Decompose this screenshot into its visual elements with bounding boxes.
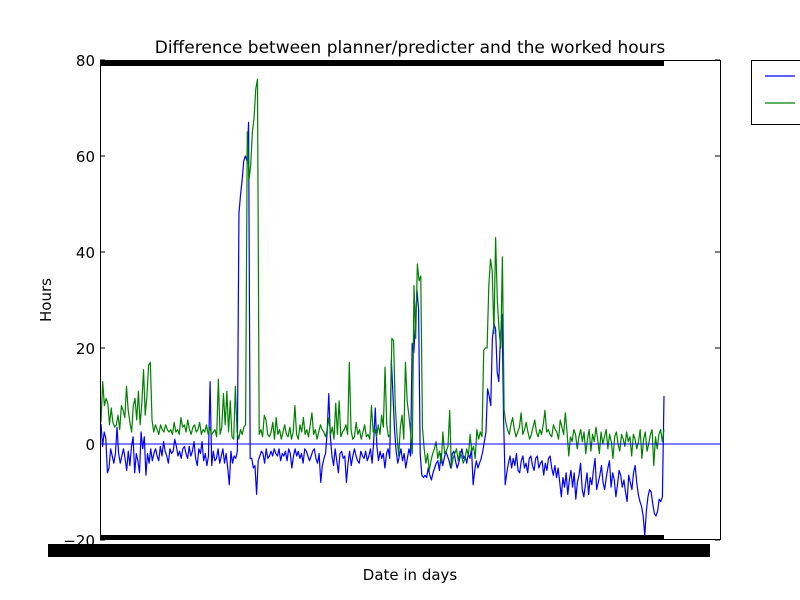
y-tick-label: 80	[76, 52, 95, 70]
y-tick-label: 40	[76, 244, 95, 262]
x-tick-label-blob	[48, 544, 710, 557]
y-axis-ticks: 80 60 40 20 0 −20	[63, 52, 720, 550]
series-line-2	[100, 78, 665, 471]
legend	[751, 60, 800, 125]
x-tick-band-bottom	[101, 535, 664, 540]
y-tick-label: −20	[63, 532, 95, 550]
x-tick-band-top	[101, 61, 664, 66]
y-tick-label: 60	[76, 148, 95, 166]
series-line-1	[100, 121, 665, 536]
x-tick-marks	[101, 61, 664, 540]
series-layer	[100, 78, 665, 536]
plot-frame	[100, 60, 721, 540]
x-axis-label: Date in days	[363, 566, 458, 584]
chart-title: Difference between planner/predicter and…	[155, 38, 666, 58]
y-axis-label: Hours	[37, 278, 55, 322]
x-tick-labels	[48, 544, 710, 557]
y-tick-label: 20	[76, 340, 95, 358]
legend-box	[751, 60, 800, 125]
y-tick-label: 0	[85, 436, 95, 454]
